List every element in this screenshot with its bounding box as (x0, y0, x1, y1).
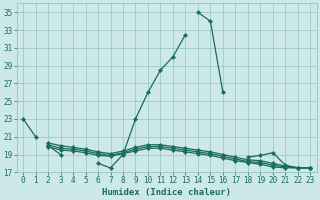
X-axis label: Humidex (Indice chaleur): Humidex (Indice chaleur) (102, 188, 231, 197)
